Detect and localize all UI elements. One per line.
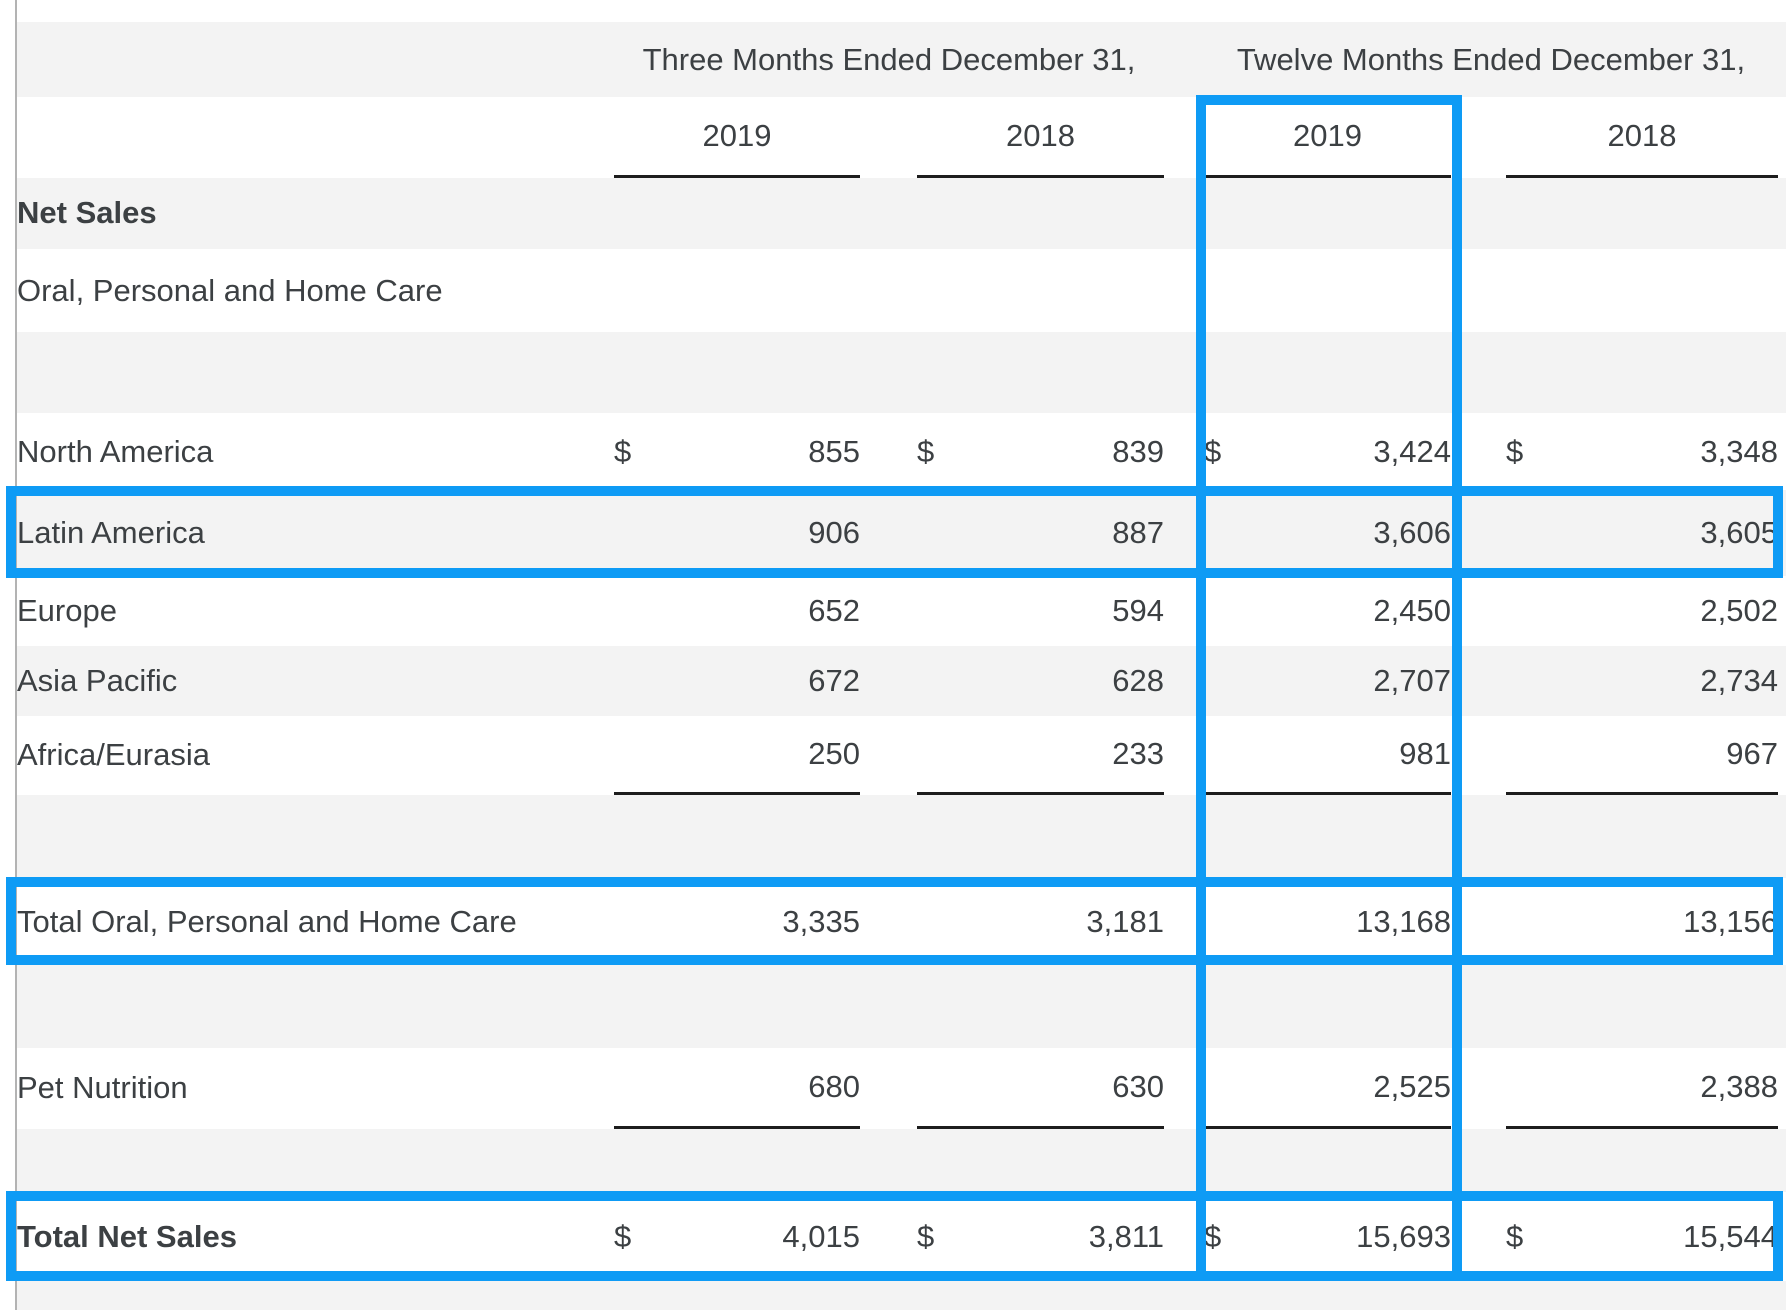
highlight-box-total-oral-personal-home-care-row <box>6 877 1783 965</box>
row-africa-eurasia: Africa/Eurasia 250 233 981 967 <box>16 716 1786 795</box>
row-label: North America <box>17 433 214 469</box>
cell-value: 13,168 <box>1356 903 1451 939</box>
cell-value: 3,605 <box>1700 515 1778 550</box>
cell-value: 2,734 <box>1700 663 1778 698</box>
cell-value: 2,525 <box>1246 1048 1451 1129</box>
currency-symbol: $ <box>614 433 632 469</box>
cell-value: 15,693 <box>1356 1218 1451 1254</box>
spacer-row <box>16 332 1786 413</box>
cell-value: 906 <box>808 515 860 550</box>
cell-value: 672 <box>808 663 860 698</box>
cell-value: 967 <box>1548 716 1778 795</box>
currency-symbol: $ <box>1204 1218 1222 1254</box>
section-title: Net Sales <box>17 195 157 231</box>
currency-symbol: $ <box>917 1218 935 1254</box>
row-total-oral-personal-home-care: Total Oral, Personal and Home Care 3,335… <box>16 878 1786 965</box>
cell-value: 2,502 <box>1700 593 1778 628</box>
row-pet-nutrition: Pet Nutrition 680 630 2,525 2,388 <box>16 1048 1786 1129</box>
row-label: Latin America <box>17 515 205 550</box>
row-label: Pet Nutrition <box>17 1069 188 1105</box>
cell-value: 3,811 <box>1088 1218 1164 1254</box>
currency-symbol: $ <box>917 433 935 469</box>
cell-value: 233 <box>959 716 1164 795</box>
cell-value: 15,544 <box>1683 1218 1778 1254</box>
cell-value: 628 <box>1112 663 1164 698</box>
cell-value: 594 <box>1112 593 1164 628</box>
row-label: Africa/Eurasia <box>17 736 210 772</box>
spacer-row <box>16 793 1786 878</box>
cell-value: 3,606 <box>1373 515 1451 550</box>
cell-value: 839 <box>1112 433 1164 469</box>
currency-symbol: $ <box>1204 433 1222 469</box>
year-header: 2019 <box>1204 97 1451 178</box>
currency-symbol: $ <box>614 1218 632 1254</box>
year-header: 2018 <box>917 97 1164 178</box>
net-sales-table: Three Months Ended December 31, Twelve M… <box>15 0 1786 1310</box>
cell-value: 2,707 <box>1373 663 1451 698</box>
highlight-box-total-net-sales-row <box>6 1191 1783 1281</box>
top-spacer-row <box>16 0 1786 22</box>
highlight-box-latin-america-row <box>6 486 1783 578</box>
row-asia-pacific: Asia Pacific 672 628 2,707 2,734 <box>16 646 1786 716</box>
row-segment-header: Oral, Personal and Home Care <box>16 249 1786 332</box>
spacer-row <box>16 1127 1786 1192</box>
cell-value: 630 <box>959 1048 1164 1129</box>
cell-value: 3,181 <box>1086 903 1164 939</box>
year-header: 2019 <box>614 97 860 178</box>
currency-symbol: $ <box>1506 1218 1524 1254</box>
segment-title: Oral, Personal and Home Care <box>17 272 443 308</box>
cell-value: 13,156 <box>1683 903 1778 939</box>
cell-value: 3,335 <box>782 903 860 939</box>
row-north-america: North America $ 855 $ 839 $ 3,424 $ 3,34… <box>16 413 1786 490</box>
cell-value: 4,015 <box>782 1218 860 1254</box>
row-europe: Europe 652 594 2,450 2,502 <box>16 576 1786 646</box>
row-label: Europe <box>17 593 117 628</box>
cell-value: 250 <box>656 716 860 795</box>
bottom-spacer-row <box>16 1281 1786 1310</box>
cell-value: 2,450 <box>1373 593 1451 628</box>
cell-value: 680 <box>656 1048 860 1129</box>
row-label: Total Oral, Personal and Home Care <box>17 903 517 939</box>
cell-value: 855 <box>808 433 860 469</box>
row-label: Asia Pacific <box>17 663 178 698</box>
highlight-box-twelve-months-2019-column <box>1196 95 1462 1281</box>
spacer-row <box>16 965 1786 1048</box>
row-latin-america: Latin America 906 887 3,606 3,605 <box>16 490 1786 576</box>
cell-value: 3,348 <box>1700 433 1778 469</box>
cell-value: 2,388 <box>1548 1048 1778 1129</box>
cell-value: 981 <box>1246 716 1451 795</box>
row-net-sales-header: Net Sales <box>16 176 1786 249</box>
cell-value: 887 <box>1112 515 1164 550</box>
row-label: Total Net Sales <box>17 1218 237 1254</box>
period-header-row: Three Months Ended December 31, Twelve M… <box>16 22 1786 97</box>
period-header-three-months: Three Months Ended December 31, <box>642 41 1136 77</box>
cell-value: 3,424 <box>1373 433 1451 469</box>
period-header-twelve-months: Twelve Months Ended December 31, <box>1236 41 1746 77</box>
currency-symbol: $ <box>1506 433 1524 469</box>
year-header-row: 2019 2018 2019 2018 <box>16 97 1786 178</box>
cell-value: 652 <box>808 593 860 628</box>
year-header: 2018 <box>1506 97 1778 178</box>
row-total-net-sales: Total Net Sales $ 4,015 $ 3,811 $ 15,693… <box>16 1192 1786 1281</box>
